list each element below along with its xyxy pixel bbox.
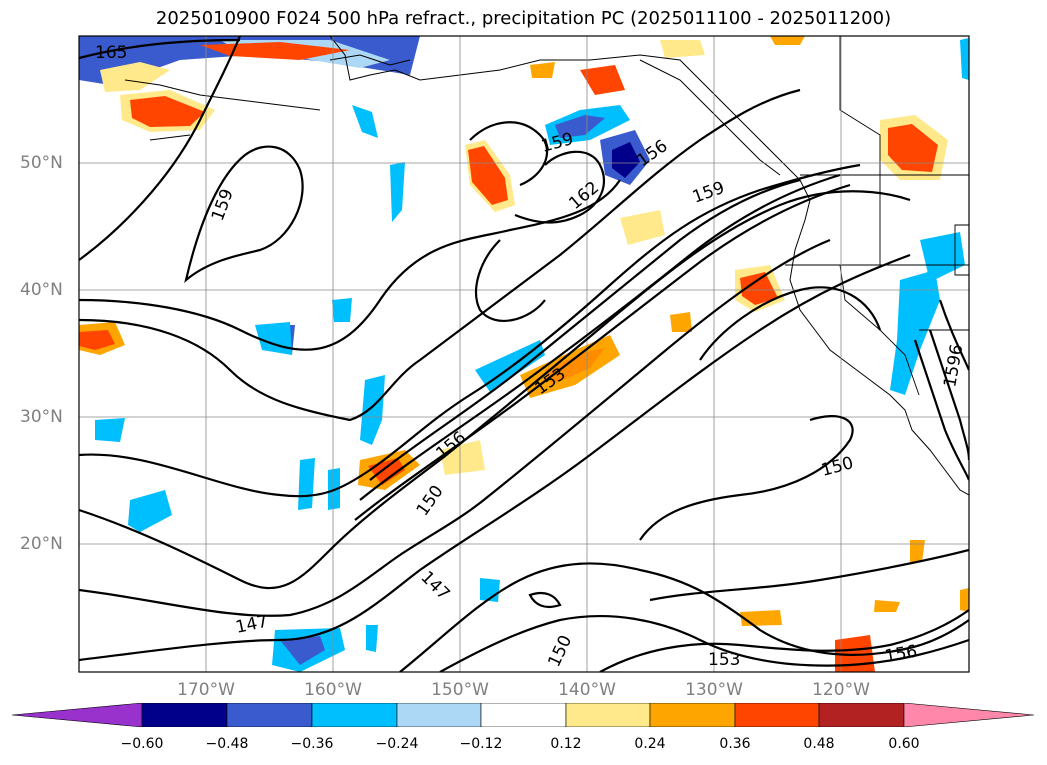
colorbar-swatch-5 — [480, 703, 567, 727]
precip-shading — [79, 36, 969, 672]
colorbar-tick-1: −0.48 — [205, 736, 249, 752]
contour-lines — [79, 36, 969, 672]
lon-label-150w: 150°W — [431, 680, 489, 700]
colorbar-swatch-9 — [818, 703, 905, 727]
colorbar-tick-5: 0.12 — [550, 736, 582, 752]
colorbar — [12, 703, 1034, 727]
colorbar-swatch-2 — [226, 703, 313, 727]
colorbar-tick-7: 0.36 — [719, 736, 751, 752]
lat-label-30n: 30°N — [20, 407, 63, 427]
colorbar-swatch-1 — [141, 703, 228, 727]
colorbar-tick-0: −0.60 — [120, 736, 164, 752]
lon-label-130w: 130°W — [685, 680, 743, 700]
lat-label-50n: 50°N — [20, 153, 63, 173]
colorbar-tick-6: 0.24 — [634, 736, 666, 752]
contour-label-153-south: 153 — [708, 650, 740, 670]
colorbar-tick-2: −0.36 — [290, 736, 334, 752]
lon-label-140w: 140°W — [558, 680, 616, 700]
colorbar-swatch-8 — [734, 703, 820, 727]
map-frame — [78, 35, 970, 673]
colorbar-swatch-4 — [396, 703, 482, 727]
contour-label-165: 165 — [95, 43, 127, 63]
colorbar-swatch-7 — [649, 703, 736, 727]
gridlines — [79, 36, 969, 672]
colorbar-tick-3: −0.24 — [375, 736, 419, 752]
coastlines — [124, 36, 969, 496]
colorbar-swatch-3 — [311, 703, 398, 727]
colorbar-swatch-10 — [903, 703, 1034, 727]
lon-label-120w: 120°W — [812, 680, 870, 700]
colorbar-swatch-0 — [12, 703, 143, 727]
colorbar-tick-8: 0.48 — [803, 736, 835, 752]
plot-title: 2025010900 F024 500 hPa refract., precip… — [155, 8, 892, 29]
colorbar-tick-9: 0.60 — [888, 736, 920, 752]
colorbar-swatch-6 — [565, 703, 651, 727]
lon-label-170w: 170°W — [177, 680, 235, 700]
lat-label-40n: 40°N — [20, 280, 63, 300]
lat-label-20n: 20°N — [20, 534, 63, 554]
colorbar-tick-4: −0.12 — [459, 736, 503, 752]
lon-label-160w: 160°W — [304, 680, 362, 700]
